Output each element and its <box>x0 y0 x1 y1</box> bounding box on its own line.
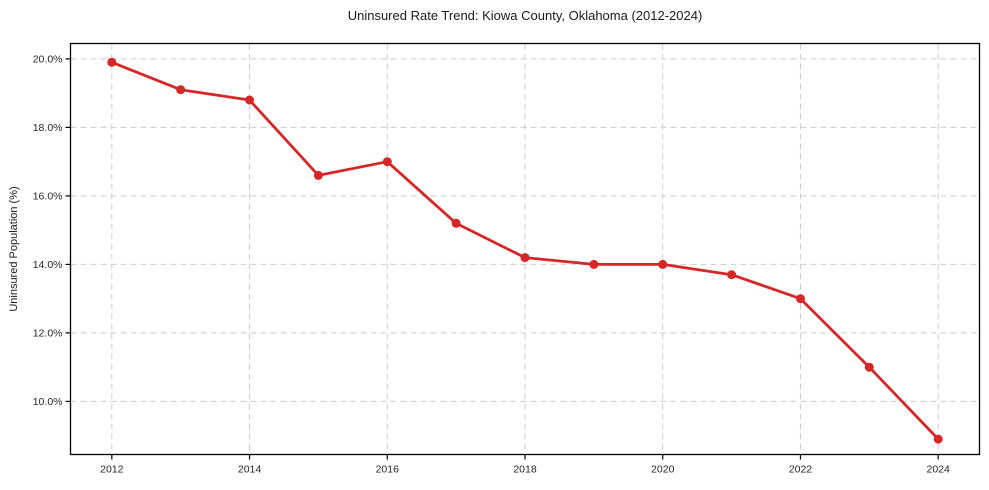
x-tick-label: 2020 <box>651 464 675 476</box>
tick-marks <box>65 58 939 460</box>
x-tick-label: 2018 <box>513 464 537 476</box>
chart-title: Uninsured Rate Trend: Kiowa County, Okla… <box>347 8 703 23</box>
data-markers <box>107 57 943 444</box>
y-tick-label: 12.0% <box>33 327 63 339</box>
data-point <box>796 294 805 304</box>
tick-labels: 2012 2014 2016 2018 2020 2022 2024 10.0% 12.0% 14… <box>33 53 950 475</box>
gridlines <box>70 43 980 455</box>
data-point <box>864 362 874 372</box>
x-tick-label: 2016 <box>376 464 400 476</box>
y-tick-label: 18.0% <box>33 122 63 134</box>
y-tick-label: 20.0% <box>33 53 63 65</box>
x-tick-label: 2022 <box>789 464 813 476</box>
y-tick-label: 14.0% <box>33 259 63 271</box>
x-tick-label: 2012 <box>100 464 124 476</box>
x-tick-label: 2014 <box>238 464 262 476</box>
data-point <box>176 85 186 95</box>
data-point <box>933 434 943 444</box>
y-tick-label: 10.0% <box>33 396 63 408</box>
x-tick-label: 2024 <box>927 464 951 476</box>
data-point <box>313 170 323 180</box>
data-point <box>727 270 737 280</box>
plot-border <box>69 42 981 456</box>
data-point <box>245 95 254 105</box>
data-point <box>451 218 461 228</box>
data-point <box>658 259 668 269</box>
y-tick-label: 16.0% <box>33 190 63 202</box>
data-point <box>107 57 117 67</box>
data-point <box>589 259 599 269</box>
data-point <box>520 253 530 263</box>
data-point <box>382 157 392 167</box>
